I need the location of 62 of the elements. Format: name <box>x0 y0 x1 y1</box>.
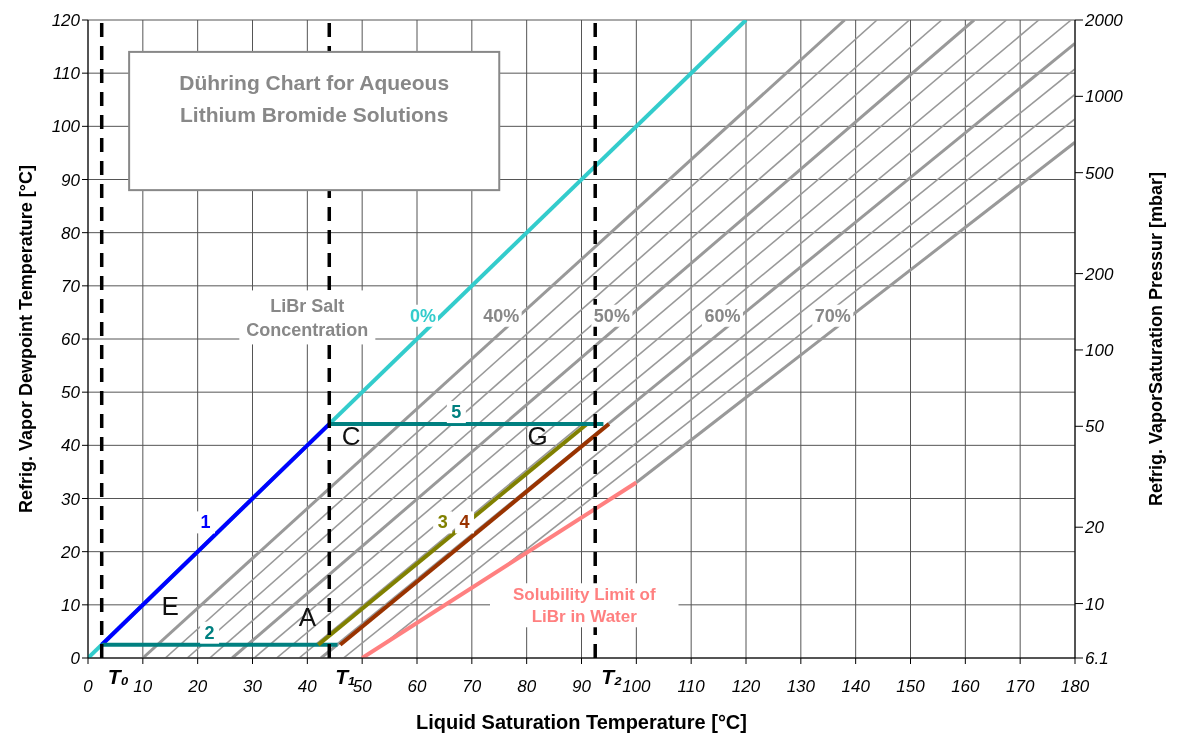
y2-tick-label: 6.1 <box>1085 649 1109 669</box>
x-tick-label: 10 <box>133 677 153 697</box>
y-axis-title: Refrig. Vapor Dewpoint Temperature [°C] <box>16 165 36 513</box>
x-tick-label: 90 <box>572 677 592 697</box>
x-tick-label: 0 <box>83 677 94 697</box>
y2-tick-label: 100 <box>1085 340 1114 360</box>
x-tick-label: 150 <box>896 677 926 697</box>
x-tick-label: 20 <box>187 677 208 697</box>
x-tick-label: 60 <box>407 677 427 697</box>
series-label: 50% <box>593 305 630 326</box>
y-tick-label: 60 <box>61 330 81 350</box>
y2-tick-label: 50 <box>1085 417 1105 437</box>
series-label: 40% <box>483 305 520 326</box>
annotation: E <box>161 591 179 622</box>
y-tick-label: 70 <box>61 276 81 296</box>
y-tick-label: 80 <box>61 223 81 243</box>
text: Dühring Chart for Aqueous Lithium Bromide Solutions <box>179 70 450 126</box>
annotation: G <box>527 421 548 452</box>
y2-axis-title: Refrig. VaporSaturation Pressur [mbar] <box>1146 171 1166 507</box>
series-label: 70% <box>814 305 851 326</box>
x-tick-label: 70 <box>462 677 482 697</box>
series-label: 60% <box>704 305 741 326</box>
y2-tick-label: 500 <box>1085 163 1114 183</box>
x-tick-label: 40 <box>297 677 318 697</box>
x-tick-label: 120 <box>731 677 761 697</box>
y2-tick-label: 10 <box>1085 594 1105 614</box>
y2-tick-label: 20 <box>1084 518 1105 538</box>
x-tick-label: 130 <box>786 677 816 697</box>
y-tick-label: 110 <box>52 64 81 84</box>
series-label: 3 <box>437 512 448 533</box>
series-label: 4 <box>459 512 470 533</box>
x-tick-label: 100 <box>622 677 652 697</box>
y-tick-label: 120 <box>51 11 81 31</box>
annotation: C <box>341 421 361 452</box>
x-axis-title: Liquid Saturation Temperature [°C] <box>416 711 747 733</box>
annotation: A <box>298 602 317 633</box>
y-tick-label: 20 <box>60 542 81 562</box>
y-tick-label: 0 <box>70 649 81 669</box>
y-tick-label: 90 <box>61 170 81 190</box>
x-tick-label: 160 <box>951 677 981 697</box>
y-tick-label: 40 <box>61 436 81 456</box>
x-tick-label: 180 <box>1060 677 1090 697</box>
x-tick-label: 110 <box>677 677 706 697</box>
x-tick-label: 30 <box>243 677 263 697</box>
y-tick-label: 50 <box>61 383 81 403</box>
y-tick-label: 30 <box>61 489 81 509</box>
x-tick-label: 80 <box>517 677 537 697</box>
x-tick-label: 140 <box>841 677 871 697</box>
y2-tick-label: 200 <box>1084 264 1114 284</box>
x-tick-label: 170 <box>1005 677 1035 697</box>
ref-line-label: T₀ <box>107 665 129 688</box>
series-label: Solubility Limit of LiBr in Water <box>512 585 656 627</box>
y-tick-label: 100 <box>51 117 81 137</box>
y-tick-label: 10 <box>61 595 81 615</box>
series-label: 1 <box>200 512 211 533</box>
y2-tick-label: 2000 <box>1084 11 1124 31</box>
annotation: LiBr Salt Concentration <box>246 296 369 341</box>
series-label: 0% <box>409 305 436 326</box>
y2-tick-label: 1000 <box>1085 87 1124 107</box>
series-label: 2 <box>204 622 215 643</box>
series-label: 5 <box>451 402 462 423</box>
ref-line-label: T₂ <box>601 665 623 688</box>
